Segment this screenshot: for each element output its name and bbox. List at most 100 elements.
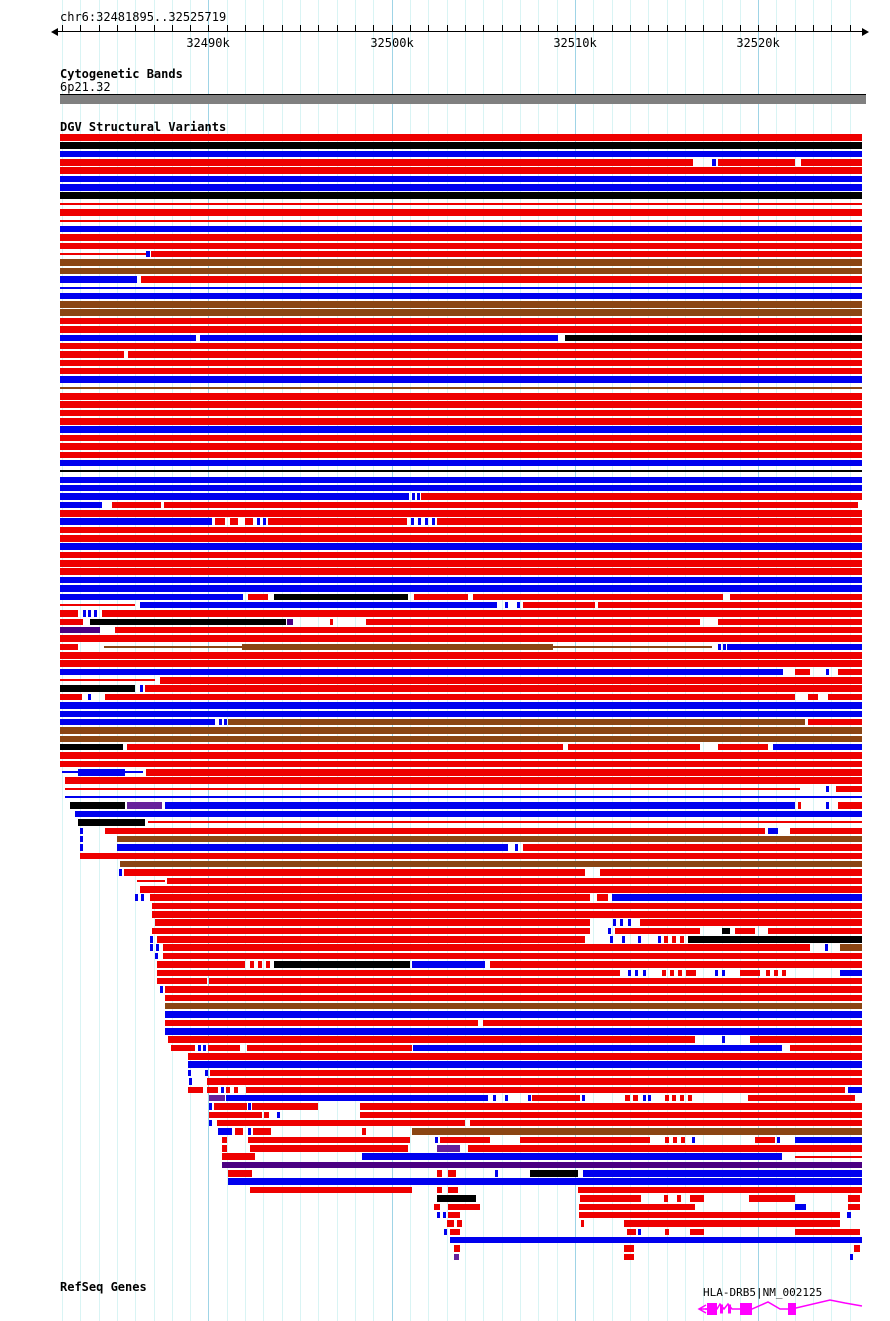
variant-segment[interactable]	[665, 1136, 669, 1144]
variant-segment[interactable]	[440, 1136, 490, 1144]
variant-segment[interactable]	[523, 844, 862, 851]
variant-segment[interactable]	[150, 944, 153, 951]
variant-segment[interactable]	[664, 936, 668, 943]
variant-segment[interactable]	[553, 645, 712, 648]
variant-segment[interactable]	[633, 1094, 638, 1102]
variant-segment[interactable]	[224, 718, 227, 726]
variant-segment[interactable]	[250, 961, 254, 968]
variant-segment[interactable]	[146, 769, 862, 776]
variant-segment[interactable]	[681, 1136, 685, 1144]
variant-segment[interactable]	[826, 668, 829, 676]
variant-segment[interactable]	[222, 1161, 862, 1169]
variant-segment[interactable]	[723, 643, 726, 651]
variant-segment[interactable]	[730, 593, 862, 601]
variant-segment[interactable]	[60, 459, 862, 467]
variant-segment[interactable]	[454, 1245, 460, 1252]
variant-segment[interactable]	[230, 518, 238, 525]
variant-segment[interactable]	[686, 969, 696, 977]
variant-segment[interactable]	[60, 367, 862, 375]
variant-segment[interactable]	[530, 1170, 578, 1177]
variant-segment[interactable]	[60, 386, 862, 389]
variant-segment[interactable]	[795, 1203, 806, 1210]
variant-segment[interactable]	[565, 334, 862, 342]
variant-segment[interactable]	[493, 1094, 496, 1102]
variant-segment[interactable]	[473, 593, 723, 601]
variant-segment[interactable]	[712, 159, 716, 166]
variant-segment[interactable]	[624, 1253, 634, 1261]
variant-segment[interactable]	[447, 1220, 454, 1227]
variant-segment[interactable]	[718, 743, 768, 751]
variant-segment[interactable]	[60, 434, 862, 442]
variant-segment[interactable]	[163, 952, 862, 960]
variant-segment[interactable]	[366, 618, 700, 626]
variant-segment[interactable]	[60, 760, 862, 768]
variant-segment[interactable]	[60, 159, 693, 166]
variant-segment[interactable]	[141, 894, 144, 901]
variant-segment[interactable]	[80, 835, 83, 843]
variant-segment[interactable]	[214, 1103, 247, 1110]
variant-segment[interactable]	[150, 936, 153, 943]
variant-segment[interactable]	[722, 1036, 725, 1043]
variant-segment[interactable]	[140, 685, 143, 692]
variant-segment[interactable]	[412, 1128, 862, 1135]
variant-segment[interactable]	[435, 1136, 438, 1144]
variant-segment[interactable]	[437, 1145, 460, 1152]
variant-segment[interactable]	[750, 1036, 862, 1043]
variant-segment[interactable]	[848, 1195, 860, 1202]
variant-segment[interactable]	[188, 1053, 862, 1060]
variant-segment[interactable]	[568, 743, 700, 751]
variant-segment[interactable]	[583, 1170, 862, 1177]
variant-segment[interactable]	[60, 635, 862, 642]
variant-segment[interactable]	[152, 927, 590, 935]
variant-segment[interactable]	[517, 601, 520, 609]
variant-segment[interactable]	[768, 827, 778, 834]
variant-segment[interactable]	[60, 518, 212, 525]
variant-segment[interactable]	[146, 250, 150, 258]
variant-segment[interactable]	[60, 476, 862, 484]
variant-segment[interactable]	[156, 944, 159, 951]
variant-segment[interactable]	[60, 660, 862, 667]
variant-segment[interactable]	[330, 618, 333, 626]
variant-segment[interactable]	[209, 1111, 262, 1119]
variant-segment[interactable]	[414, 593, 468, 601]
variant-segment[interactable]	[250, 1186, 412, 1194]
variant-segment[interactable]	[242, 643, 553, 651]
variant-segment[interactable]	[60, 610, 78, 617]
variant-segment[interactable]	[735, 927, 755, 935]
variant-segment[interactable]	[60, 679, 155, 682]
variant-segment[interactable]	[624, 1220, 840, 1227]
variant-segment[interactable]	[119, 869, 122, 876]
variant-segment[interactable]	[60, 526, 862, 534]
variant-segment[interactable]	[253, 1128, 271, 1135]
variant-segment[interactable]	[417, 493, 420, 500]
variant-segment[interactable]	[412, 961, 485, 968]
variant-segment[interactable]	[60, 242, 862, 250]
variant-segment[interactable]	[117, 844, 508, 851]
variant-segment[interactable]	[274, 593, 408, 601]
variant-segment[interactable]	[264, 1111, 269, 1119]
variant-segment[interactable]	[672, 936, 676, 943]
variant-segment[interactable]	[748, 1094, 855, 1102]
variant-segment[interactable]	[128, 351, 862, 358]
variant-segment[interactable]	[150, 894, 590, 901]
variant-segment[interactable]	[848, 1086, 862, 1094]
variant-segment[interactable]	[209, 1094, 225, 1102]
variant-segment[interactable]	[127, 743, 563, 751]
variant-segment[interactable]	[226, 1094, 488, 1102]
variant-segment[interactable]	[266, 961, 270, 968]
variant-segment[interactable]	[60, 184, 862, 191]
variant-segment[interactable]	[628, 969, 631, 977]
variant-segment[interactable]	[448, 1170, 456, 1177]
variant-segment[interactable]	[483, 1019, 862, 1027]
variant-segment[interactable]	[454, 1253, 459, 1261]
variant-segment[interactable]	[690, 1228, 704, 1236]
variant-segment[interactable]	[120, 860, 862, 868]
variant-segment[interactable]	[450, 1236, 862, 1244]
variant-segment[interactable]	[155, 919, 590, 926]
variant-segment[interactable]	[102, 610, 862, 617]
variant-segment[interactable]	[448, 1203, 480, 1210]
variant-segment[interactable]	[749, 1195, 795, 1202]
variant-segment[interactable]	[448, 1211, 460, 1219]
variant-segment[interactable]	[234, 1086, 238, 1094]
variant-segment[interactable]	[60, 253, 146, 256]
